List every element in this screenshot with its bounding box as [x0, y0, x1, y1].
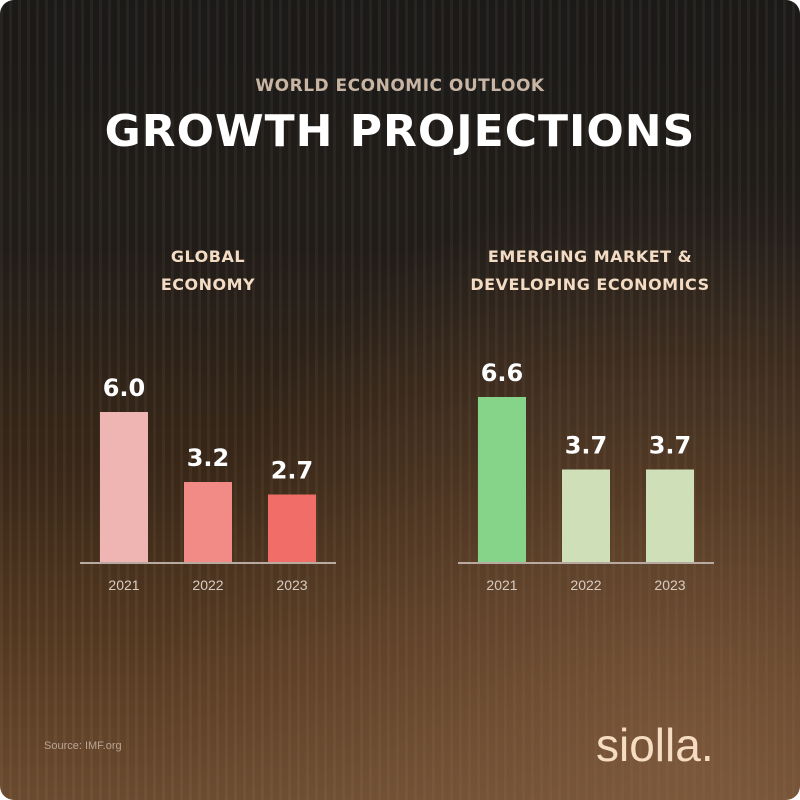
supertitle: WORLD ECONOMIC OUTLOOK: [255, 76, 545, 96]
siolla-logo: siolla.: [596, 719, 714, 771]
bar-2021: [100, 412, 148, 562]
x-tick-label: 2023: [276, 577, 307, 593]
bar-2022: [184, 482, 232, 562]
data-label: 6.0: [103, 374, 146, 402]
data-label: 3.7: [565, 432, 608, 460]
data-label: 2.7: [271, 457, 314, 485]
x-tick-label: 2021: [108, 577, 139, 593]
data-label: 3.7: [649, 432, 692, 460]
bar-2021: [478, 397, 526, 562]
data-label: 3.2: [187, 444, 230, 472]
x-tick-label: 2022: [570, 577, 601, 593]
x-tick-label: 2022: [192, 577, 223, 593]
page-title: GROWTH PROJECTIONS: [104, 106, 696, 157]
chart-title-line: EMERGING MARKET &: [487, 247, 693, 266]
data-label: 6.6: [481, 359, 524, 387]
source-note: Source: IMF.org: [44, 740, 122, 752]
chart-title-global: GLOBAL ECONOMY: [80, 243, 336, 299]
chart-title-emerging: EMERGING MARKET & DEVELOPING ECONOMICS: [430, 243, 750, 299]
x-tick-label: 2021: [486, 577, 517, 593]
chart-title-line: DEVELOPING ECONOMICS: [470, 275, 710, 294]
x-tick-label: 2023: [654, 577, 685, 593]
bar-2023: [646, 469, 694, 562]
bar-2022: [562, 469, 610, 562]
bar-2023: [268, 494, 316, 562]
chart-title-line: GLOBAL: [170, 247, 246, 266]
chart-title-line: ECONOMY: [160, 275, 256, 294]
